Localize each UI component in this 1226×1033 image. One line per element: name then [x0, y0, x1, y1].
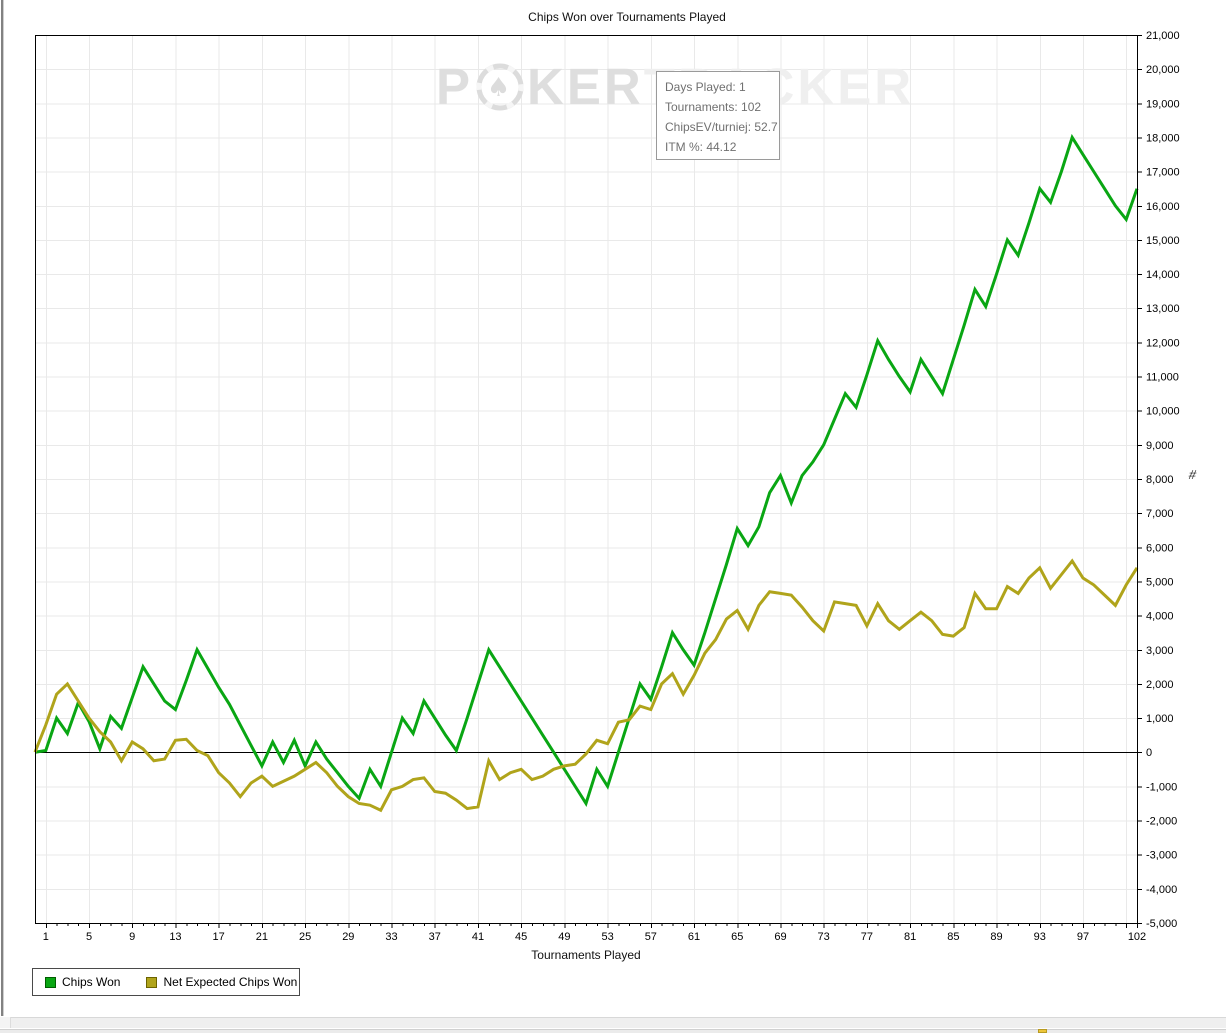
- y-tick-label: 3,000: [1146, 645, 1174, 657]
- tooltip-itm: ITM %: 44.12: [665, 140, 737, 154]
- x-tick-label: 9: [129, 931, 135, 943]
- x-tick-label: 85: [947, 931, 959, 943]
- x-tick-label: 65: [731, 931, 743, 943]
- x-tick-label: 1: [43, 931, 49, 943]
- x-tick-label: 53: [601, 931, 613, 943]
- y-tick-label: 4,000: [1146, 611, 1174, 623]
- x-tick-label: 33: [385, 931, 397, 943]
- y-tick-label: 2,000: [1146, 679, 1174, 691]
- y-tick-label: 8,000: [1146, 474, 1174, 486]
- x-tick-label: 89: [990, 931, 1002, 943]
- y-tick-label: -5,000: [1146, 918, 1177, 930]
- x-tick-label: 37: [429, 931, 441, 943]
- x-tick-label: 57: [645, 931, 657, 943]
- window-left-border: [1, 0, 3, 1016]
- x-tick-label: 41: [472, 931, 484, 943]
- x-tick-label: 81: [904, 931, 916, 943]
- net-expected-swatch: [146, 976, 158, 988]
- y-tick-label: 20,000: [1146, 64, 1180, 76]
- y-tick-label: 0: [1146, 747, 1152, 759]
- x-tick-label: 97: [1077, 931, 1089, 943]
- legend-item-net-expected: Net Expected Chips Won: [146, 975, 297, 989]
- window-left-border-highlight: [3, 0, 4, 1016]
- chips-won-swatch: [45, 976, 56, 988]
- x-tick-label: 49: [558, 931, 570, 943]
- x-tick-label: 61: [688, 931, 700, 943]
- tooltip-tournaments: Tournaments: 102: [665, 100, 762, 114]
- y-tick-label: 14,000: [1146, 269, 1180, 281]
- x-tick-label: 73: [818, 931, 830, 943]
- legend-label-net-expected: Net Expected Chips Won: [163, 975, 298, 989]
- y-tick-label: 10,000: [1146, 406, 1180, 418]
- y-tick-label: -4,000: [1146, 884, 1177, 896]
- x-tick-label: 5: [86, 931, 92, 943]
- tooltip: Days Played: 1 Tournaments: 102 ChipsEV/…: [656, 71, 780, 160]
- axis-drag-marker[interactable]: #: [1187, 467, 1198, 482]
- x-tick-label: 17: [213, 931, 225, 943]
- y-tick-label: 1,000: [1146, 713, 1174, 725]
- legend-box: Chips Won Net Expected Chips Won: [32, 968, 300, 996]
- x-tick-label: 21: [256, 931, 268, 943]
- y-tick-label: 18,000: [1146, 132, 1180, 144]
- y-tick-label: 15,000: [1146, 235, 1180, 247]
- y-tick-label: 21,000: [1146, 30, 1180, 42]
- y-tick-label: -3,000: [1146, 850, 1177, 862]
- chart-title: Chips Won over Tournaments Played: [528, 10, 726, 24]
- bottom-scrollbar-track[interactable]: [0, 1017, 1226, 1028]
- x-tick-label: 102: [1128, 931, 1146, 943]
- y-tick-label: 19,000: [1146, 98, 1180, 110]
- taskbar-app-icon[interactable]: [1038, 1029, 1047, 1033]
- bottom-status-strip: [0, 1029, 1226, 1033]
- y-tick-label: 7,000: [1146, 508, 1174, 520]
- y-tick-label: 5,000: [1146, 576, 1174, 588]
- tooltip-chips-ev: ChipsEV/turniej: 52.7: [665, 120, 778, 134]
- chart-plot-area[interactable]: [35, 35, 1137, 923]
- tooltip-days-played: Days Played: 1: [665, 80, 746, 94]
- x-tick-label: 29: [342, 931, 354, 943]
- y-tick-label: -2,000: [1146, 816, 1177, 828]
- y-tick-label: 17,000: [1146, 167, 1180, 179]
- x-tick-label: 13: [169, 931, 181, 943]
- x-axis-title: Tournaments Played: [531, 948, 641, 962]
- x-tick-label: 25: [299, 931, 311, 943]
- bottom-scrollbar-left-button[interactable]: [0, 1017, 11, 1028]
- x-tick-label: 93: [1034, 931, 1046, 943]
- x-tick-label: 77: [861, 931, 873, 943]
- y-tick-label: 12,000: [1146, 337, 1180, 349]
- x-tick-label: 69: [774, 931, 786, 943]
- y-tick-label: -1,000: [1146, 781, 1177, 793]
- y-tick-label: 16,000: [1146, 201, 1180, 213]
- y-tick-label: 13,000: [1146, 303, 1180, 315]
- x-tick-label: 45: [515, 931, 527, 943]
- legend-item-chips-won: Chips Won: [45, 975, 120, 989]
- y-tick-label: 11,000: [1146, 372, 1179, 384]
- legend-label-chips-won: Chips Won: [62, 975, 121, 989]
- y-tick-label: 6,000: [1146, 542, 1174, 554]
- y-tick-label: 9,000: [1146, 440, 1174, 452]
